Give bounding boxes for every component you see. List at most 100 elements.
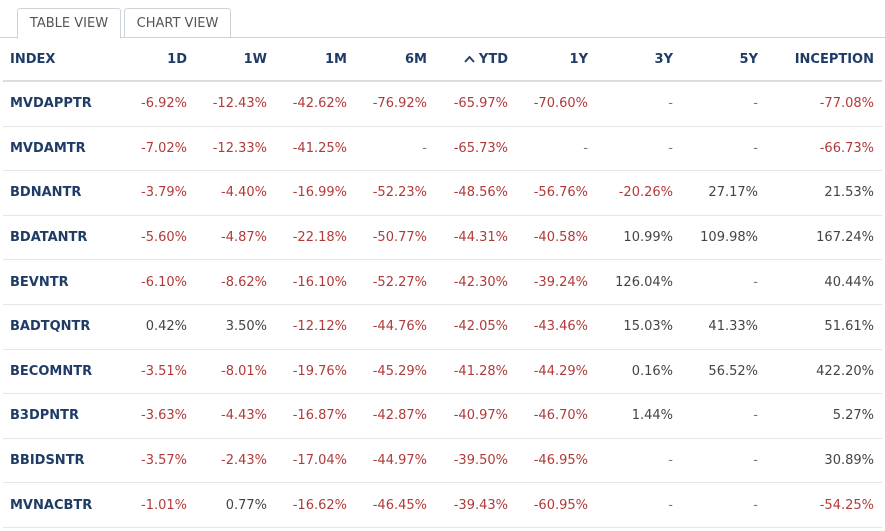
cell-1w: 3.50% bbox=[195, 304, 275, 350]
cell-5y: 56.52% bbox=[681, 349, 766, 395]
cell-inception: 422.20% bbox=[766, 349, 882, 395]
cell-6m: -52.23% bbox=[355, 170, 435, 216]
cell-3y: - bbox=[596, 438, 681, 484]
column-header-1y[interactable]: 1Y bbox=[516, 38, 596, 82]
cell-1w: -2.43% bbox=[195, 438, 275, 484]
index-name-link[interactable]: MVNACBTR bbox=[3, 482, 115, 528]
cell-3y: -20.26% bbox=[596, 170, 681, 216]
column-header-ytd[interactable]: YTD bbox=[435, 38, 516, 82]
cell-1y: -46.70% bbox=[516, 393, 596, 439]
index-name-link[interactable]: B3DPNTR bbox=[3, 393, 115, 439]
cell-1d: -3.57% bbox=[115, 438, 195, 484]
cell-1m: -16.87% bbox=[275, 393, 355, 439]
table-row: BDNANTR -3.79% -4.40% -16.99% -52.23% -48.56%… bbox=[3, 170, 882, 216]
cell-1m: -16.99% bbox=[275, 170, 355, 216]
cell-1y: -56.76% bbox=[516, 170, 596, 216]
cell-5y: 41.33% bbox=[681, 304, 766, 350]
cell-1d: -6.92% bbox=[115, 81, 195, 127]
cell-inception: -77.08% bbox=[766, 81, 882, 127]
index-name-link[interactable]: BEVNTR bbox=[3, 259, 115, 305]
cell-5y: - bbox=[681, 438, 766, 484]
cell-1w: -12.33% bbox=[195, 126, 275, 172]
index-name-link[interactable]: BBIDSNTR bbox=[3, 438, 115, 484]
index-name-link[interactable]: BECOMNTR bbox=[3, 349, 115, 395]
cell-1d: -1.01% bbox=[115, 482, 195, 528]
cell-6m: -50.77% bbox=[355, 215, 435, 261]
cell-ytd: -39.50% bbox=[435, 438, 516, 484]
cell-1y: -70.60% bbox=[516, 81, 596, 127]
column-header-6m[interactable]: 6M bbox=[355, 38, 435, 82]
table-body: MVDAPPTR -6.92% -12.43% -42.62% -76.92% -65.9… bbox=[3, 81, 882, 528]
cell-6m: -52.27% bbox=[355, 259, 435, 305]
table-row: BECOMNTR -3.51% -8.01% -19.76% -45.29% -41.28… bbox=[3, 349, 882, 395]
cell-1m: -16.62% bbox=[275, 482, 355, 528]
cell-1m: -12.12% bbox=[275, 304, 355, 350]
cell-1y: -46.95% bbox=[516, 438, 596, 484]
cell-1w: -4.43% bbox=[195, 393, 275, 439]
cell-inception: 40.44% bbox=[766, 259, 882, 305]
index-performance-table: INDEX 1D 1W 1M 6M YTD 1Y 3Y 5Y INCEPTION… bbox=[3, 38, 882, 528]
cell-1d: -3.51% bbox=[115, 349, 195, 395]
cell-1y: - bbox=[516, 126, 596, 172]
cell-inception: 5.27% bbox=[766, 393, 882, 439]
index-name-link[interactable]: BADTQNTR bbox=[3, 304, 115, 350]
table-header-row: INDEX 1D 1W 1M 6M YTD 1Y 3Y 5Y INCEPTION bbox=[3, 38, 882, 82]
cell-6m: - bbox=[355, 126, 435, 172]
cell-ytd: -42.05% bbox=[435, 304, 516, 350]
cell-3y: 126.04% bbox=[596, 259, 681, 305]
cell-1d: -5.60% bbox=[115, 215, 195, 261]
cell-1w: -4.87% bbox=[195, 215, 275, 261]
index-name-link[interactable]: BDATANTR bbox=[3, 215, 115, 261]
index-name-link[interactable]: BDNANTR bbox=[3, 170, 115, 216]
cell-1d: -3.63% bbox=[115, 393, 195, 439]
tab-table-view[interactable]: TABLE VIEW bbox=[17, 8, 121, 39]
cell-ytd: -65.97% bbox=[435, 81, 516, 127]
cell-5y: 27.17% bbox=[681, 170, 766, 216]
cell-1w: -8.62% bbox=[195, 259, 275, 305]
cell-3y: 15.03% bbox=[596, 304, 681, 350]
column-header-index[interactable]: INDEX bbox=[3, 38, 115, 82]
cell-1d: -7.02% bbox=[115, 126, 195, 172]
cell-3y: 10.99% bbox=[596, 215, 681, 261]
cell-ytd: -48.56% bbox=[435, 170, 516, 216]
cell-6m: -42.87% bbox=[355, 393, 435, 439]
index-name-link[interactable]: MVDAPPTR bbox=[3, 81, 115, 127]
column-header-5y[interactable]: 5Y bbox=[681, 38, 766, 82]
index-name-link[interactable]: MVDAMTR bbox=[3, 126, 115, 172]
cell-1m: -16.10% bbox=[275, 259, 355, 305]
tab-chart-view[interactable]: CHART VIEW bbox=[124, 8, 231, 38]
view-tabs: TABLE VIEW CHART VIEW bbox=[0, 0, 885, 39]
column-header-ytd-label: YTD bbox=[478, 51, 508, 67]
cell-inception: 21.53% bbox=[766, 170, 882, 216]
cell-1y: -39.24% bbox=[516, 259, 596, 305]
cell-1m: -41.25% bbox=[275, 126, 355, 172]
table-row: BADTQNTR 0.42% 3.50% -12.12% -44.76% -42.05% -… bbox=[3, 304, 882, 350]
cell-5y: - bbox=[681, 259, 766, 305]
cell-6m: -44.76% bbox=[355, 304, 435, 350]
cell-6m: -45.29% bbox=[355, 349, 435, 395]
column-header-1w[interactable]: 1W bbox=[195, 38, 275, 82]
cell-inception: -54.25% bbox=[766, 482, 882, 528]
cell-1y: -44.29% bbox=[516, 349, 596, 395]
cell-ytd: -65.73% bbox=[435, 126, 516, 172]
cell-6m: -44.97% bbox=[355, 438, 435, 484]
cell-5y: - bbox=[681, 482, 766, 528]
cell-6m: -46.45% bbox=[355, 482, 435, 528]
column-header-1m[interactable]: 1M bbox=[275, 38, 355, 82]
cell-6m: -76.92% bbox=[355, 81, 435, 127]
cell-ytd: -39.43% bbox=[435, 482, 516, 528]
column-header-inception[interactable]: INCEPTION bbox=[766, 38, 882, 82]
cell-5y: - bbox=[681, 81, 766, 127]
cell-3y: 1.44% bbox=[596, 393, 681, 439]
column-header-1d[interactable]: 1D bbox=[115, 38, 195, 82]
cell-3y: - bbox=[596, 126, 681, 172]
cell-5y: - bbox=[681, 393, 766, 439]
cell-3y: 0.16% bbox=[596, 349, 681, 395]
cell-5y: - bbox=[681, 126, 766, 172]
cell-ytd: -42.30% bbox=[435, 259, 516, 305]
cell-3y: - bbox=[596, 81, 681, 127]
cell-inception: 167.24% bbox=[766, 215, 882, 261]
column-header-3y[interactable]: 3Y bbox=[596, 38, 681, 82]
cell-1w: -8.01% bbox=[195, 349, 275, 395]
cell-ytd: -41.28% bbox=[435, 349, 516, 395]
